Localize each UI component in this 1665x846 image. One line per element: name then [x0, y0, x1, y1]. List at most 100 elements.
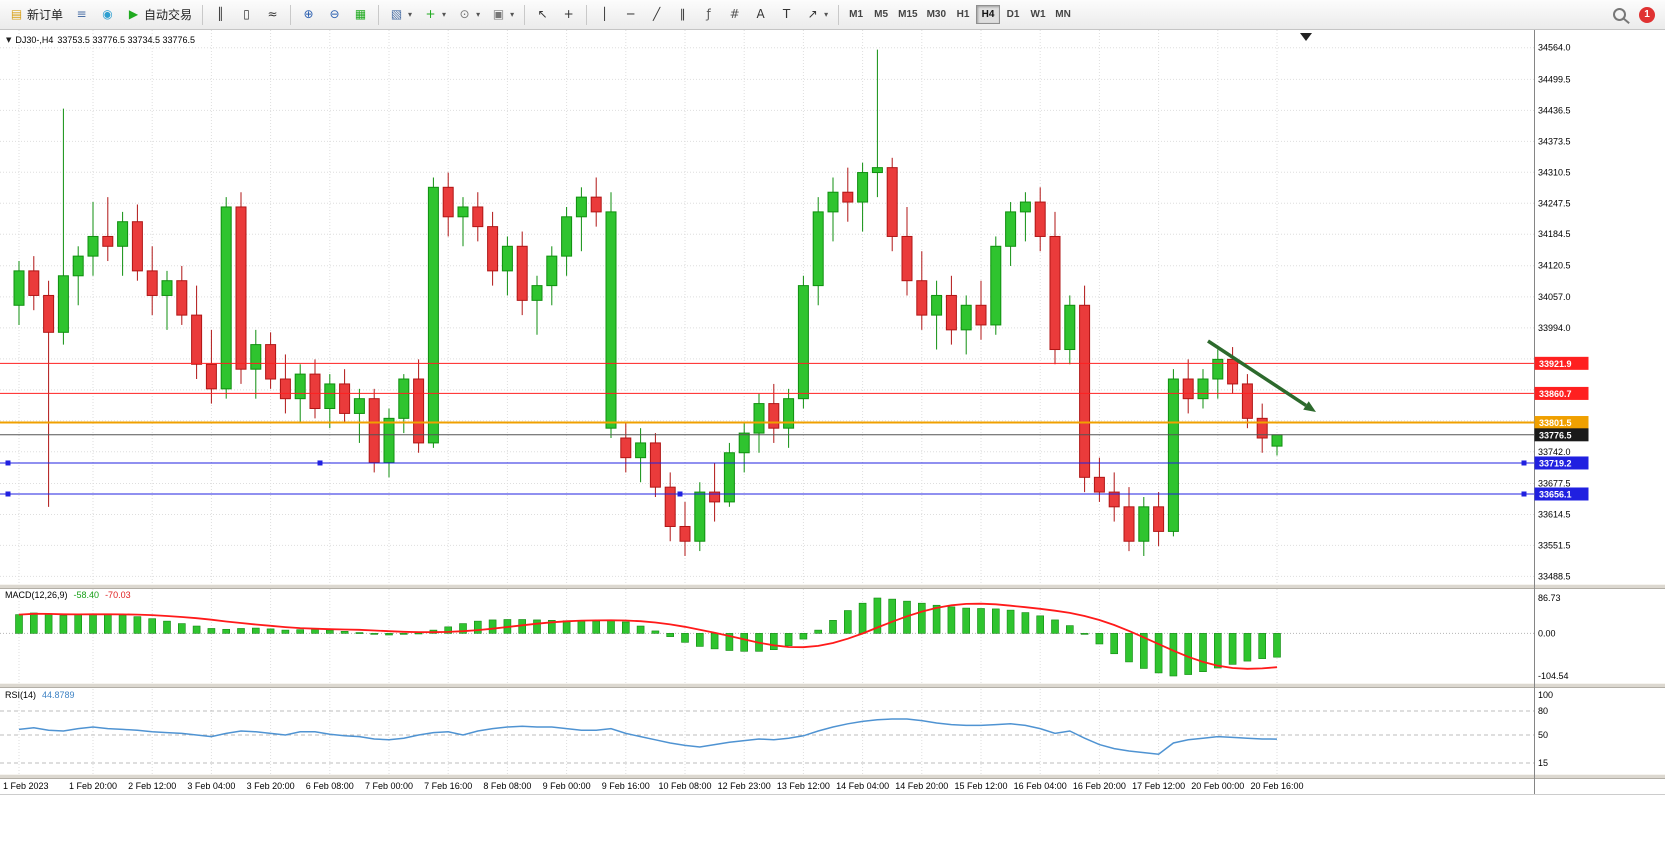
tile-windows-button[interactable]: ▦: [348, 3, 373, 27]
line-anchor-marker[interactable]: [5, 460, 11, 466]
macd-histogram-bar: [148, 618, 156, 634]
line-anchor-marker[interactable]: [1521, 460, 1527, 466]
period-button[interactable]: ⊙ ▾: [452, 3, 485, 27]
candle: [945, 294, 957, 331]
dropdown-arrow-icon: ▾: [476, 10, 481, 19]
auto-trading-button[interactable]: ▶ 自动交易: [121, 3, 197, 27]
candle: [886, 167, 898, 237]
chart-area: 34564.0 34499.5 34436.5 34373.5 34310.5 34247…: [0, 30, 1665, 846]
profile-button[interactable]: ▧ ▾: [384, 3, 417, 27]
market-depth-button[interactable]: ≡: [69, 3, 94, 27]
dropdown-arrow-icon: ▾: [442, 10, 447, 19]
collapse-icon[interactable]: ▼: [6, 36, 12, 44]
timeframe-button-m5[interactable]: M5: [869, 5, 893, 24]
text-label-button[interactable]: T: [774, 3, 799, 27]
community-button[interactable]: ◉: [95, 3, 120, 27]
candle: [235, 206, 247, 370]
toolbar-separator: [838, 4, 840, 25]
timeframe-button-m30[interactable]: M30: [923, 5, 950, 24]
macd-axis-label: 0.00: [1538, 628, 1556, 638]
macd-histogram-bar: [947, 606, 956, 634]
candle: [1093, 476, 1105, 493]
time-axis-label: 8 Feb 08:00: [483, 781, 531, 791]
timeframe-button-m15[interactable]: M15: [894, 5, 921, 24]
macd-signal-line: [18, 602, 1278, 670]
trend-arrow-annotation[interactable]: [1207, 339, 1307, 407]
auto-trading-label: 自动交易: [144, 8, 193, 22]
vertical-line-button[interactable]: │: [592, 3, 617, 27]
notification-badge[interactable]: 1: [1639, 6, 1655, 23]
macd-histogram-bar: [695, 633, 704, 647]
macd-histogram-bar: [325, 629, 334, 634]
time-axis-label: 20 Feb 16:00: [1250, 781, 1303, 791]
candlestick-chart-button[interactable]: ▯: [234, 3, 259, 27]
panel-splitter[interactable]: [0, 584, 1665, 589]
arrows-tool-button[interactable]: ↗ ▾: [800, 3, 833, 27]
timeframe-button-h1[interactable]: H1: [951, 5, 975, 24]
timeframe-button-h4[interactable]: H4: [976, 5, 1001, 24]
cursor-button[interactable]: ↖: [530, 3, 555, 27]
indicators-button[interactable]: + ▾: [418, 3, 451, 27]
macd-histogram-bar: [89, 613, 97, 634]
candle: [1064, 304, 1076, 351]
snapshot-button[interactable]: ▣ ▾: [486, 3, 519, 27]
channel-button[interactable]: ∥: [670, 3, 695, 27]
candle: [487, 226, 499, 272]
timeframe-button-d1[interactable]: D1: [1001, 5, 1025, 24]
macd-histogram-bar: [1184, 633, 1192, 675]
play-icon: ▶: [128, 7, 139, 21]
horizontal-line-button[interactable]: ─: [618, 3, 643, 27]
macd-histogram-bar: [1125, 633, 1133, 663]
trendline-icon: ╱: [652, 7, 661, 21]
macd-histogram-bar: [163, 620, 171, 634]
macd-histogram-bar: [370, 633, 379, 635]
add-indicator-icon: +: [425, 7, 436, 21]
macd-histogram-bar: [1051, 619, 1059, 634]
line-chart-button[interactable]: ≈: [260, 3, 285, 27]
cycle-lines-button[interactable]: #: [722, 3, 747, 27]
line-anchor-marker[interactable]: [677, 491, 683, 497]
timeframe-button-m1[interactable]: M1: [844, 5, 868, 24]
toolbar-separator: [586, 4, 588, 25]
chart-shift-marker-icon[interactable]: [1300, 33, 1312, 41]
line-anchor-marker[interactable]: [5, 491, 11, 497]
trendline-button[interactable]: ╱: [644, 3, 669, 27]
panel-splitter[interactable]: [0, 774, 1665, 779]
search-icon[interactable]: [1613, 8, 1626, 21]
macd-histogram-bar: [459, 623, 467, 634]
price-tag-label: 33921.9: [1539, 359, 1572, 369]
macd-histogram-bar: [814, 629, 823, 634]
macd-histogram-bar: [340, 631, 349, 634]
timeframe-button-mn[interactable]: MN: [1051, 5, 1075, 24]
panel-splitter[interactable]: [0, 683, 1665, 688]
macd-histogram-bar: [829, 620, 837, 634]
fibonacci-button[interactable]: ƒ: [696, 3, 721, 27]
price-axis-label: 33614.5: [1538, 509, 1571, 519]
candle: [131, 221, 143, 272]
candle: [516, 245, 528, 301]
crosshair-button[interactable]: +: [556, 3, 581, 27]
candle: [220, 206, 232, 390]
line-anchor-marker[interactable]: [1521, 491, 1527, 497]
chart-canvas[interactable]: 34564.0 34499.5 34436.5 34373.5 34310.5 34247…: [0, 30, 1665, 846]
text-tool-button[interactable]: A: [748, 3, 773, 27]
cursor-icon: ↖: [537, 7, 548, 21]
bar-chart-button[interactable]: ║: [208, 3, 233, 27]
new-order-button[interactable]: ▤ 新订单: [4, 3, 68, 27]
channel-icon: ∥: [679, 7, 686, 21]
zoom-out-button[interactable]: ⊖: [322, 3, 347, 27]
timeframe-button-w1[interactable]: W1: [1026, 5, 1050, 24]
macd-histogram-bar: [533, 619, 541, 634]
macd-histogram-bar: [962, 607, 971, 634]
candle: [1079, 304, 1091, 478]
zoom-in-button[interactable]: ⊕: [296, 3, 321, 27]
line-anchor-marker[interactable]: [317, 460, 323, 466]
panel-splitter-highlight: [0, 774, 1665, 775]
candle: [635, 442, 647, 459]
candle: [1005, 211, 1017, 247]
time-axis-label: 9 Feb 16:00: [602, 781, 650, 791]
macd-histogram-bar: [1036, 615, 1044, 634]
candle: [649, 442, 661, 488]
candle: [457, 206, 469, 218]
tile-windows-icon: ▦: [354, 7, 367, 21]
